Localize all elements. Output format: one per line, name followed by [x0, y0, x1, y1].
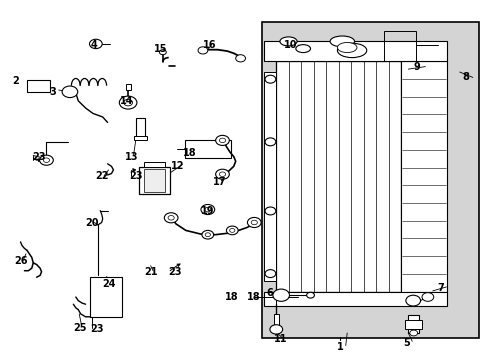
Text: 19: 19: [200, 206, 214, 216]
Text: 13: 13: [124, 152, 138, 162]
Text: 23: 23: [32, 152, 45, 162]
Bar: [27, 80, 50, 92]
Circle shape: [247, 217, 261, 228]
Circle shape: [204, 207, 210, 212]
Circle shape: [215, 169, 229, 179]
Circle shape: [159, 50, 166, 55]
Bar: [273, 314, 278, 326]
Bar: [400, 61, 447, 292]
Text: 11: 11: [273, 334, 287, 344]
Ellipse shape: [337, 42, 356, 53]
Text: 10: 10: [283, 40, 297, 50]
Circle shape: [264, 207, 275, 215]
Text: 15: 15: [154, 44, 167, 54]
Text: 18: 18: [224, 292, 238, 302]
Circle shape: [198, 47, 207, 54]
Circle shape: [205, 233, 210, 237]
Circle shape: [251, 220, 257, 225]
Ellipse shape: [337, 43, 366, 58]
Circle shape: [235, 55, 245, 62]
Bar: [143, 169, 165, 192]
Text: 23: 23: [129, 171, 143, 181]
Bar: [383, 31, 415, 61]
Text: 18: 18: [183, 148, 197, 158]
Circle shape: [43, 158, 49, 162]
Bar: [90, 277, 122, 317]
Circle shape: [229, 229, 234, 232]
Circle shape: [269, 325, 282, 334]
Circle shape: [215, 135, 229, 145]
Circle shape: [164, 213, 178, 223]
Circle shape: [219, 172, 225, 176]
Text: 17: 17: [212, 177, 226, 187]
Circle shape: [272, 289, 289, 301]
Bar: [405, 320, 421, 329]
Circle shape: [89, 39, 102, 49]
Text: 24: 24: [102, 279, 116, 289]
Text: 3: 3: [49, 87, 56, 97]
Circle shape: [264, 138, 275, 146]
Circle shape: [264, 75, 275, 83]
Text: 20: 20: [85, 218, 99, 228]
Circle shape: [123, 99, 132, 106]
Text: 25: 25: [73, 323, 87, 333]
Bar: [407, 315, 418, 333]
Ellipse shape: [295, 45, 310, 53]
Circle shape: [40, 155, 53, 165]
Circle shape: [62, 86, 78, 98]
Text: 14: 14: [120, 96, 133, 106]
Bar: [134, 136, 146, 140]
Circle shape: [202, 230, 213, 239]
Bar: [139, 167, 169, 194]
Ellipse shape: [279, 37, 297, 46]
Text: 5: 5: [403, 338, 409, 348]
Bar: [136, 118, 144, 138]
Bar: [144, 162, 164, 167]
Bar: [276, 61, 400, 292]
Circle shape: [409, 330, 417, 336]
Text: 7: 7: [437, 283, 444, 293]
Bar: [184, 140, 231, 158]
Bar: [125, 84, 130, 90]
Circle shape: [421, 293, 433, 301]
Circle shape: [119, 96, 137, 109]
Circle shape: [306, 292, 314, 298]
Text: 23: 23: [168, 267, 182, 277]
Text: 6: 6: [266, 288, 273, 298]
Text: 1: 1: [337, 342, 344, 352]
Ellipse shape: [329, 36, 354, 47]
Text: 8: 8: [461, 72, 468, 82]
Bar: [264, 72, 276, 281]
Circle shape: [405, 295, 420, 306]
Text: 22: 22: [95, 171, 109, 181]
Text: 26: 26: [15, 256, 28, 266]
Circle shape: [219, 138, 225, 143]
Circle shape: [226, 226, 238, 235]
Bar: [261, 22, 478, 338]
Text: 23: 23: [90, 324, 104, 334]
Text: 21: 21: [144, 267, 158, 277]
Bar: [264, 292, 447, 306]
Bar: [264, 41, 447, 61]
Text: 2: 2: [12, 76, 19, 86]
Circle shape: [264, 270, 275, 278]
Text: 9: 9: [412, 62, 419, 72]
Text: 18: 18: [246, 292, 260, 302]
Text: 16: 16: [203, 40, 216, 50]
Text: 4: 4: [90, 40, 97, 50]
Text: 12: 12: [171, 161, 184, 171]
Circle shape: [168, 216, 174, 220]
Circle shape: [201, 204, 214, 215]
